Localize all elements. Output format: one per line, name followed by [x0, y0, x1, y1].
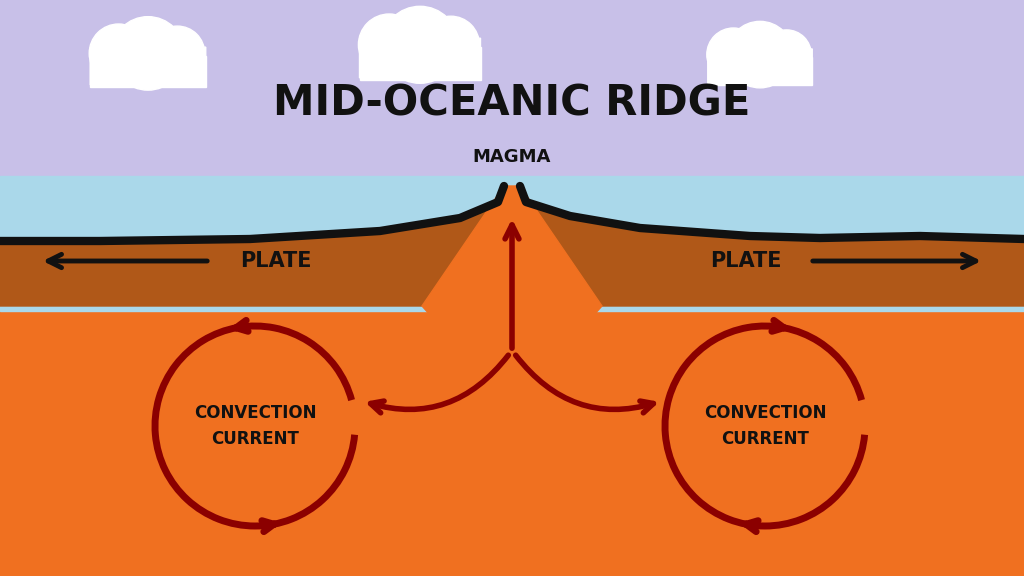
- Circle shape: [112, 17, 184, 90]
- Text: MID-OCEANIC RIDGE: MID-OCEANIC RIDGE: [273, 82, 751, 124]
- Circle shape: [422, 16, 479, 73]
- FancyBboxPatch shape: [708, 49, 812, 83]
- Circle shape: [89, 24, 148, 83]
- Bar: [359, 47, 480, 80]
- FancyBboxPatch shape: [359, 38, 480, 78]
- Bar: [90, 55, 206, 87]
- Bar: [0, 176, 1024, 311]
- Text: PLATE: PLATE: [240, 251, 311, 271]
- Polygon shape: [422, 186, 602, 381]
- Text: MAGMA: MAGMA: [473, 148, 551, 166]
- Polygon shape: [520, 186, 1024, 306]
- Text: CONVECTION
CURRENT: CONVECTION CURRENT: [194, 404, 316, 448]
- Text: CONVECTION
CURRENT: CONVECTION CURRENT: [703, 404, 826, 448]
- Circle shape: [762, 30, 811, 79]
- Bar: [0, 296, 1024, 576]
- Circle shape: [358, 14, 420, 75]
- Text: PLATE: PLATE: [711, 251, 782, 271]
- Circle shape: [151, 26, 205, 81]
- Bar: [708, 56, 812, 85]
- FancyBboxPatch shape: [90, 47, 206, 85]
- Circle shape: [727, 21, 794, 88]
- Circle shape: [382, 6, 459, 84]
- Polygon shape: [0, 186, 504, 306]
- Circle shape: [707, 28, 760, 81]
